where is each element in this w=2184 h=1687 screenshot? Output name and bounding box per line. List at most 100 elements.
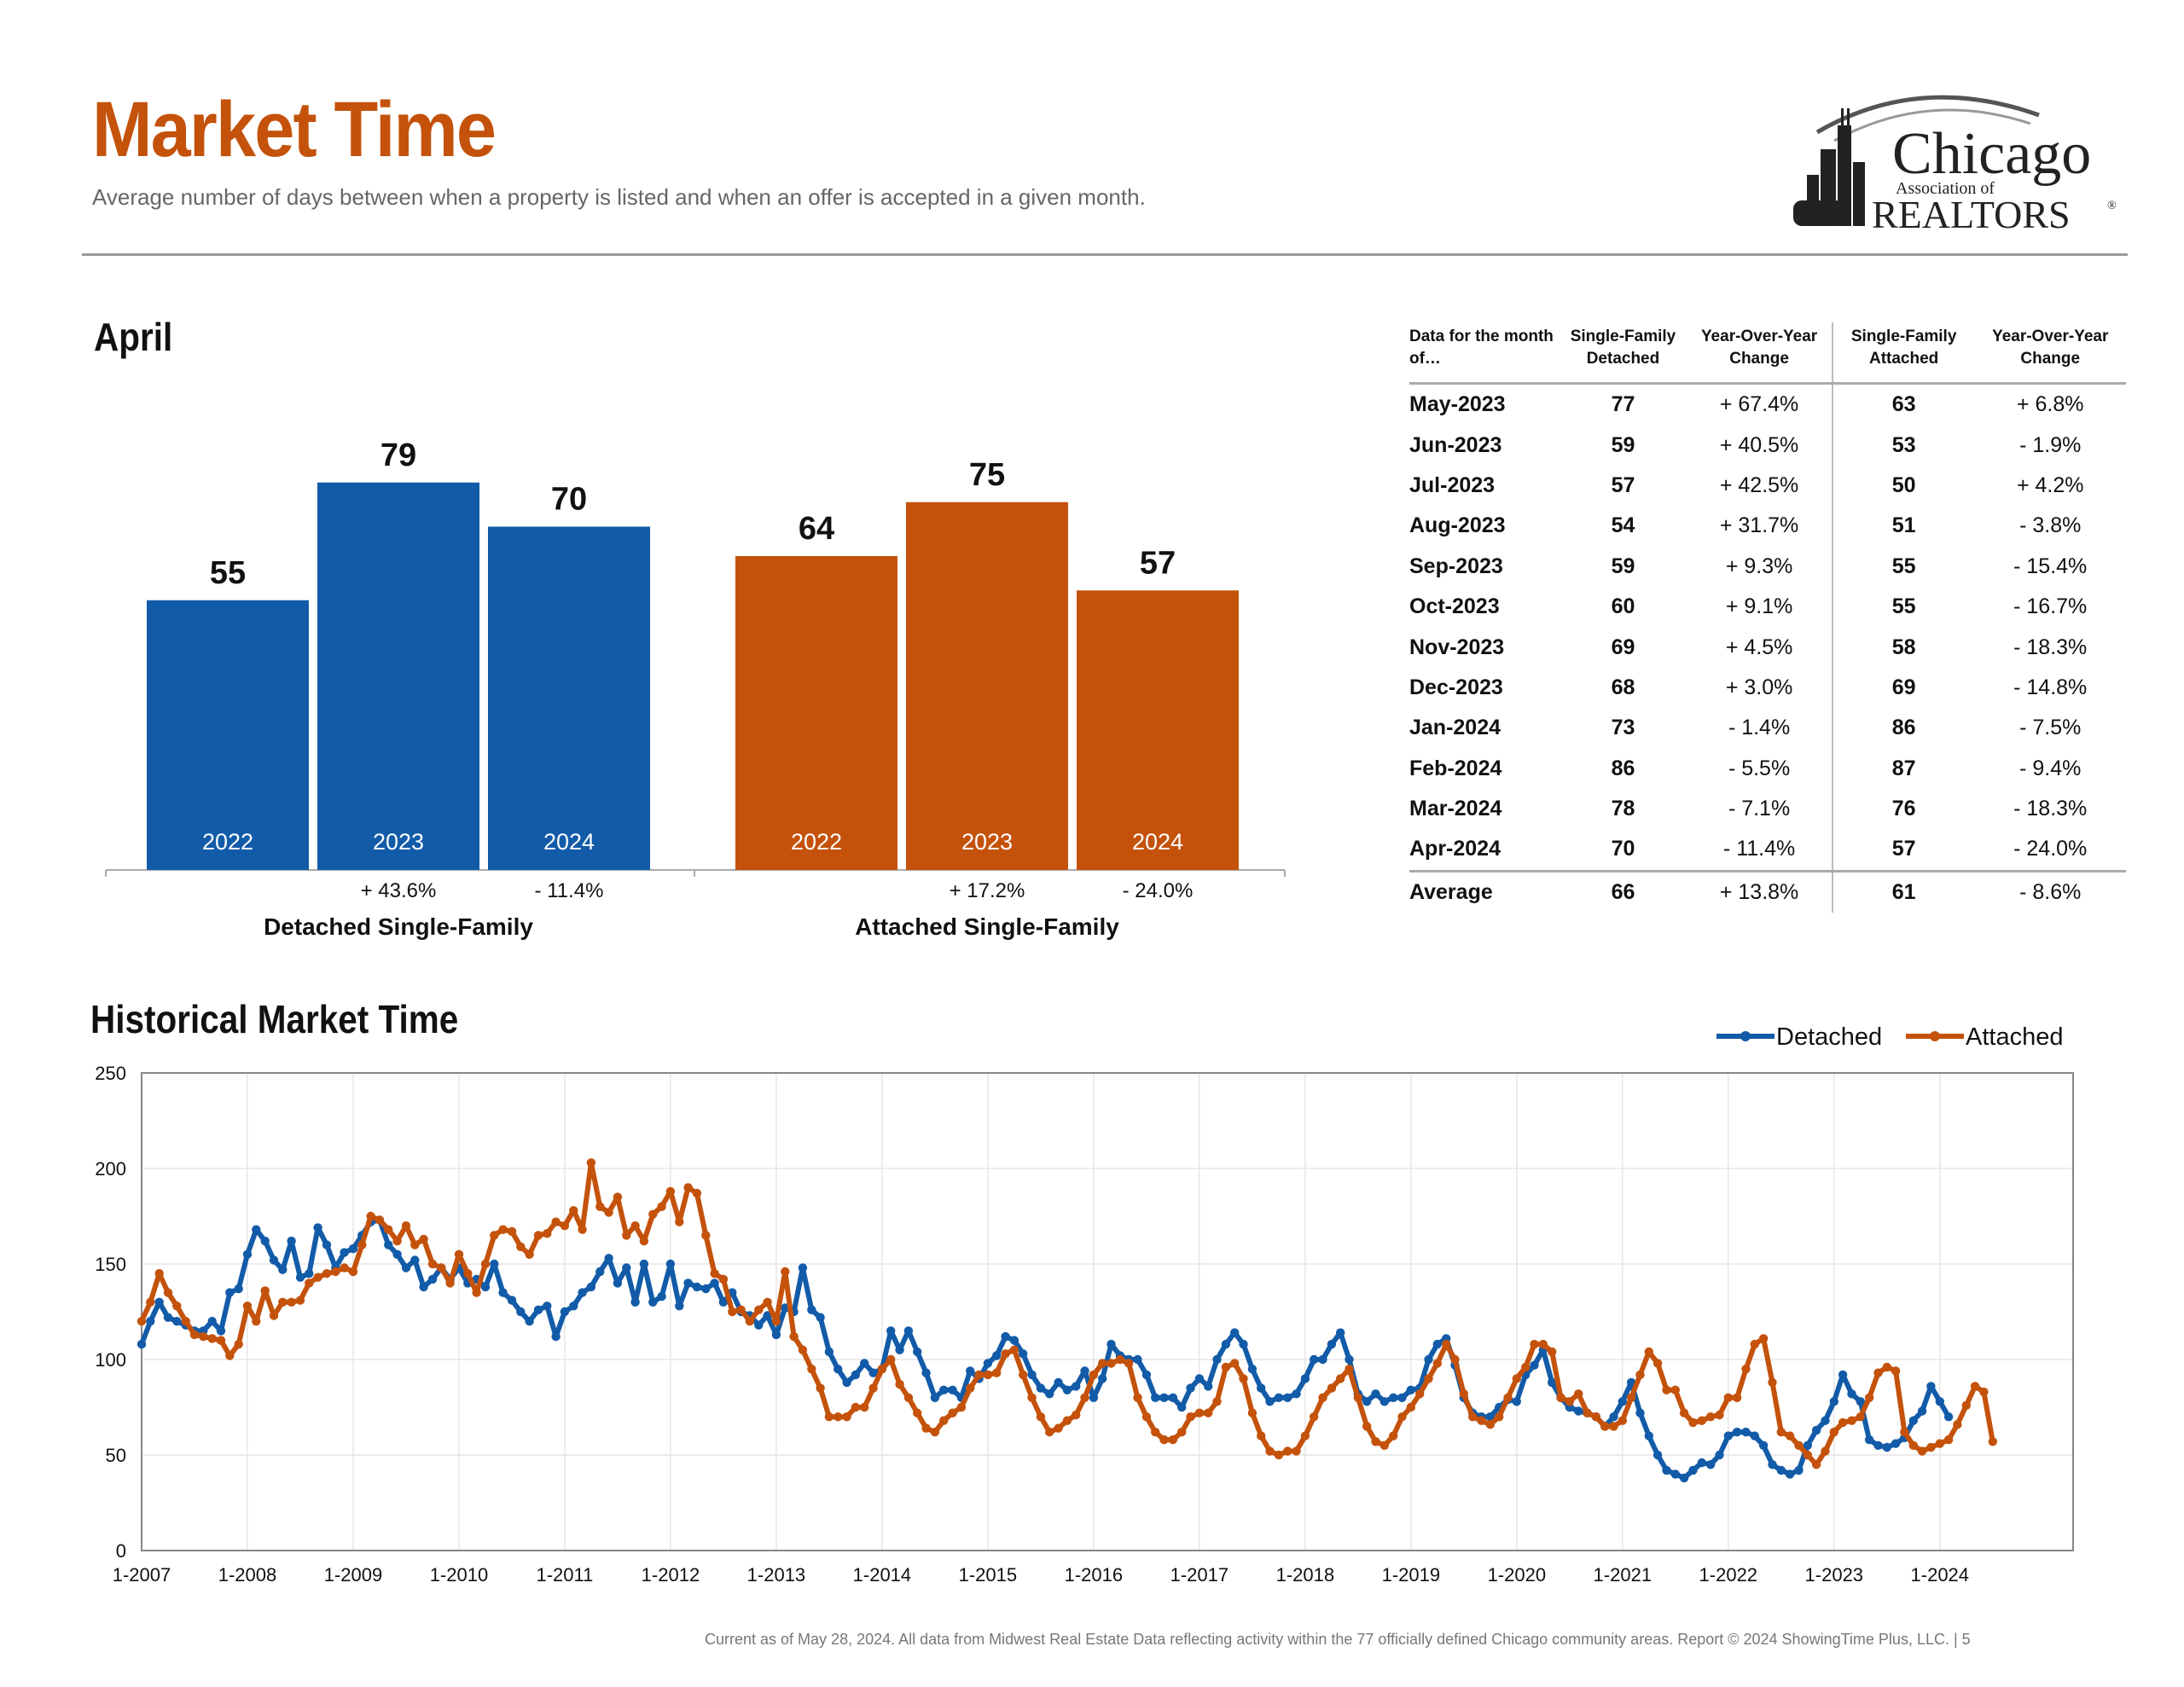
data-point bbox=[648, 1297, 658, 1307]
data-point bbox=[1811, 1460, 1821, 1470]
data-point bbox=[1001, 1349, 1010, 1359]
bar bbox=[147, 600, 309, 870]
data-point bbox=[1362, 1397, 1372, 1406]
data-point bbox=[1891, 1366, 1901, 1376]
table-cell: 76 bbox=[1891, 797, 1916, 821]
table-cell: Mar-2024 bbox=[1409, 797, 1502, 821]
table-cell: 69 bbox=[1611, 635, 1635, 659]
data-point bbox=[1873, 1368, 1883, 1377]
data-point bbox=[1336, 1374, 1345, 1383]
x-tick-label: 1-2018 bbox=[1276, 1564, 1335, 1586]
data-point bbox=[1406, 1402, 1416, 1412]
data-point bbox=[1159, 1435, 1169, 1445]
data-point bbox=[877, 1365, 887, 1374]
data-point bbox=[763, 1311, 772, 1320]
data-point bbox=[533, 1305, 543, 1314]
data-point bbox=[1697, 1458, 1707, 1468]
table-average-row: Average 66 + 13.8% 61- 8.6% bbox=[1409, 869, 2126, 913]
data-point bbox=[895, 1379, 904, 1389]
data-point bbox=[604, 1208, 613, 1217]
data-point bbox=[1389, 1431, 1398, 1441]
data-point bbox=[427, 1274, 438, 1284]
data-point bbox=[1292, 1389, 1301, 1399]
table-cell: Jun-2023 bbox=[1409, 432, 1502, 457]
data-point bbox=[207, 1317, 217, 1326]
table-cell: Sep-2023 bbox=[1409, 554, 1503, 578]
data-point bbox=[1741, 1365, 1751, 1374]
data-point bbox=[366, 1211, 375, 1221]
data-point bbox=[851, 1370, 861, 1380]
data-point bbox=[665, 1186, 676, 1197]
data-point bbox=[1177, 1427, 1187, 1437]
y-tick-label: 100 bbox=[95, 1349, 126, 1371]
table-row: Aug-2023 54 + 31.7% 51 - 3.8% bbox=[1409, 506, 2126, 547]
data-point bbox=[1574, 1406, 1583, 1416]
page-title: Market Time bbox=[92, 86, 497, 173]
data-point bbox=[287, 1297, 296, 1307]
table-cell: - 16.7% bbox=[2013, 594, 2088, 619]
data-point bbox=[1626, 1377, 1636, 1388]
data-point bbox=[683, 1183, 693, 1192]
data-point bbox=[1803, 1441, 1812, 1450]
data-point bbox=[1072, 1410, 1081, 1420]
data-point bbox=[234, 1284, 243, 1294]
data-point bbox=[1653, 1450, 1663, 1460]
table-cell: - 11.4% bbox=[1687, 829, 1833, 872]
table-cell: 77 bbox=[1611, 392, 1635, 417]
data-point bbox=[189, 1330, 200, 1340]
data-point bbox=[1327, 1339, 1337, 1349]
data-point bbox=[260, 1236, 270, 1246]
data-point bbox=[560, 1221, 570, 1231]
data-point bbox=[657, 1202, 666, 1211]
data-point bbox=[613, 1192, 623, 1202]
data-point bbox=[348, 1244, 358, 1254]
data-point bbox=[305, 1278, 314, 1288]
data-point bbox=[1768, 1460, 1777, 1470]
table-cell: - 5.5% bbox=[1687, 748, 1833, 789]
data-point bbox=[1019, 1349, 1028, 1359]
bar-value-label: 64 bbox=[799, 511, 834, 547]
data-point bbox=[1662, 1385, 1671, 1394]
data-point bbox=[1477, 1416, 1486, 1425]
data-point bbox=[921, 1423, 931, 1433]
data-point bbox=[1406, 1385, 1416, 1394]
data-point bbox=[525, 1249, 534, 1259]
data-point bbox=[1036, 1383, 1046, 1393]
data-point bbox=[1574, 1389, 1583, 1399]
data-point bbox=[1397, 1412, 1407, 1422]
data-point bbox=[781, 1267, 790, 1277]
x-tick-label: 1-2024 bbox=[1911, 1564, 1970, 1586]
data-point bbox=[886, 1326, 896, 1336]
data-point bbox=[1141, 1370, 1152, 1380]
data-point bbox=[1310, 1354, 1319, 1365]
data-point bbox=[1362, 1422, 1372, 1431]
data-point bbox=[1653, 1359, 1663, 1368]
data-point bbox=[146, 1297, 155, 1307]
monthly-data-table: Data for the month of… Single-Family Deta… bbox=[1409, 322, 2126, 913]
data-point bbox=[1644, 1347, 1654, 1357]
data-point bbox=[1732, 1393, 1742, 1402]
legend-label: Attached bbox=[1966, 1023, 2063, 1051]
data-point bbox=[472, 1288, 481, 1297]
table-cell: + 4.2% bbox=[2016, 472, 2084, 497]
data-point bbox=[1072, 1382, 1081, 1391]
x-tick-label: 1-2014 bbox=[853, 1564, 912, 1586]
table-cell: 59 bbox=[1611, 554, 1635, 578]
data-point bbox=[622, 1231, 631, 1240]
data-point bbox=[1512, 1397, 1522, 1406]
data-point bbox=[569, 1206, 578, 1215]
data-point bbox=[507, 1296, 517, 1305]
data-point bbox=[1679, 1408, 1689, 1417]
table-cell: Feb-2024 bbox=[1409, 756, 1502, 780]
bar-change-label: + 17.2% bbox=[950, 879, 1025, 902]
data-point bbox=[992, 1368, 1002, 1377]
data-point bbox=[1548, 1377, 1557, 1388]
bar-value-label: 79 bbox=[380, 438, 416, 473]
data-point bbox=[1847, 1389, 1856, 1399]
table-row: Sep-2023 59 + 9.3% 55 - 15.4% bbox=[1409, 546, 2126, 587]
table-cell: 57 bbox=[1891, 837, 1916, 861]
data-point bbox=[278, 1265, 288, 1274]
table-cell: + 4.5% bbox=[1687, 627, 1833, 668]
data-point bbox=[1530, 1339, 1539, 1349]
data-point bbox=[1917, 1406, 1927, 1416]
